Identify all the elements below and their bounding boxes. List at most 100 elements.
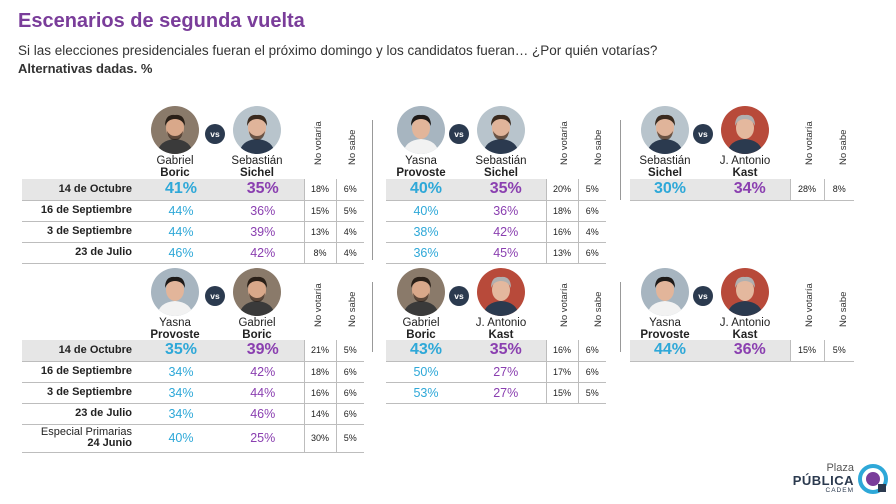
no-votaria-value: 15% (789, 340, 824, 362)
column-header-text: No votaría (313, 283, 324, 327)
candidate-1-value: 41% (140, 179, 222, 201)
candidate-2: J. Antonio Kast (466, 268, 536, 341)
candidate-1-value: 34% (140, 382, 222, 404)
table-row: 36% 45% 13% 6% (386, 242, 606, 264)
candidate-2-value: 36% (710, 340, 790, 362)
table-row: 38% 42% 16% 4% (386, 221, 606, 243)
table-row: 40% 35% 20% 5% (386, 179, 606, 201)
table-row: 16 de Septiembre 34% 42% 18% 6% (22, 361, 364, 383)
column-header-no-sabe: No sabe (340, 280, 358, 338)
avatar (233, 106, 281, 154)
no-sabe-value: 6% (335, 361, 364, 383)
candidate-1-value: 38% (386, 221, 466, 243)
provoste-portrait-icon (397, 106, 445, 154)
results-table: 14 de Octubre 35% 39% 21% 5% 16 de Septiembre… (22, 340, 364, 453)
vs-badge: vs (693, 286, 713, 306)
row-date-label: Especial Primarias 24 Junio (22, 424, 140, 453)
candidate-1: Gabriel Boric (386, 268, 456, 341)
units-note: Alternativas dadas. % (18, 61, 153, 76)
candidate-first-name: Sebastián (231, 155, 283, 167)
avatar (233, 268, 281, 316)
candidate-1: Yasna Provoste (140, 268, 210, 341)
candidate-2-value: 25% (222, 424, 304, 453)
candidate-last-name: Kast (488, 329, 514, 341)
candidate-first-name: Gabriel (238, 317, 276, 329)
no-sabe-value: 6% (335, 403, 364, 425)
boric-portrait-icon (151, 106, 199, 154)
no-votaria-value: 16% (303, 382, 336, 404)
candidate-1-value: 43% (386, 340, 466, 362)
row-date-label: 23 de Julio (22, 242, 140, 264)
row-date-label: 16 de Septiembre (22, 200, 140, 222)
column-header-no-sabe: No sabe (831, 118, 849, 176)
no-sabe-value: 6% (577, 200, 606, 222)
avatar (721, 268, 769, 316)
results-table: 30% 34% 28% 8% (630, 179, 854, 201)
no-sabe-value: 5% (577, 382, 606, 404)
candidate-first-name: Yasna (649, 317, 681, 329)
avatar (641, 268, 689, 316)
no-votaria-value: 14% (303, 403, 336, 425)
no-sabe-value: 6% (335, 179, 364, 201)
column-header-no-sabe: No sabe (586, 118, 604, 176)
no-sabe-value: 5% (335, 200, 364, 222)
candidate-2-value: 36% (222, 200, 304, 222)
candidate-last-name: Sichel (484, 167, 518, 179)
column-header-text: No sabe (347, 291, 358, 327)
column-header-text: No votaría (804, 121, 815, 165)
no-sabe-value: 4% (335, 242, 364, 264)
no-votaria-value: 15% (303, 200, 336, 222)
table-row: 23 de Julio 46% 42% 8% 4% (22, 242, 364, 264)
candidate-2-value: 39% (222, 340, 304, 362)
row-date-label: 23 de Julio (22, 403, 140, 425)
candidate-last-name: Kast (732, 329, 758, 341)
table-row: 14 de Octubre 41% 35% 18% 6% (22, 179, 364, 201)
candidate-1: Yasna Provoste (386, 106, 456, 179)
column-header-text: No sabe (838, 129, 849, 165)
vs-badge: vs (693, 124, 713, 144)
no-sabe-value: 6% (577, 361, 606, 383)
candidate-2-value: 27% (466, 382, 546, 404)
candidate-1: Sebastián Sichel (630, 106, 700, 179)
results-table: 44% 36% 15% 5% (630, 340, 854, 362)
panel-divider (620, 120, 621, 200)
row-date-label: 3 de Septiembre (22, 221, 140, 243)
kast-portrait-icon (477, 268, 525, 316)
candidate-1-value: 36% (386, 242, 466, 264)
column-header-no-sabe: No sabe (586, 280, 604, 338)
no-sabe-value: 5% (335, 340, 364, 362)
column-header-no-votaria: No votaría (552, 280, 570, 338)
table-row: 30% 34% 28% 8% (630, 179, 854, 201)
row-date-label-line-1: Especial Primarias (40, 426, 132, 438)
no-sabe-value: 8% (823, 179, 854, 201)
candidate-2-value: 36% (466, 200, 546, 222)
candidate-1-value: 40% (386, 179, 466, 201)
candidate-first-name: Yasna (405, 155, 437, 167)
candidate-2: Sebastián Sichel (222, 106, 292, 179)
candidate-1-value: 35% (140, 340, 222, 362)
candidate-first-name: Sebastián (639, 155, 691, 167)
page-subtitle: Si las elecciones presidenciales fueran … (18, 43, 658, 58)
no-votaria-value: 28% (789, 179, 824, 201)
avatar (477, 106, 525, 154)
candidate-last-name: Provoste (396, 167, 446, 179)
candidate-1-value: 50% (386, 361, 466, 383)
column-header-text: No votaría (313, 121, 324, 165)
candidate-first-name: Gabriel (156, 155, 194, 167)
table-row: 23 de Julio 34% 46% 14% 6% (22, 403, 364, 425)
provoste-portrait-icon (151, 268, 199, 316)
candidate-2: Sebastián Sichel (466, 106, 536, 179)
avatar (151, 268, 199, 316)
no-sabe-value: 6% (335, 382, 364, 404)
no-votaria-value: 30% (303, 424, 336, 453)
candidate-last-name: Boric (242, 329, 272, 341)
table-row: Especial Primarias 24 Junio 40% 25% 30% 5% (22, 424, 364, 453)
candidate-2-value: 35% (466, 340, 546, 362)
candidate-1-value: 44% (140, 200, 222, 222)
column-header-text: No sabe (838, 291, 849, 327)
candidate-1-value: 40% (386, 200, 466, 222)
plaza-publica-cadem-logo: Plaza PÚBLICA CADEM (792, 462, 888, 496)
table-row: 40% 36% 18% 6% (386, 200, 606, 222)
row-date-label: 14 de Octubre (22, 179, 140, 201)
candidate-2-value: 42% (222, 242, 304, 264)
